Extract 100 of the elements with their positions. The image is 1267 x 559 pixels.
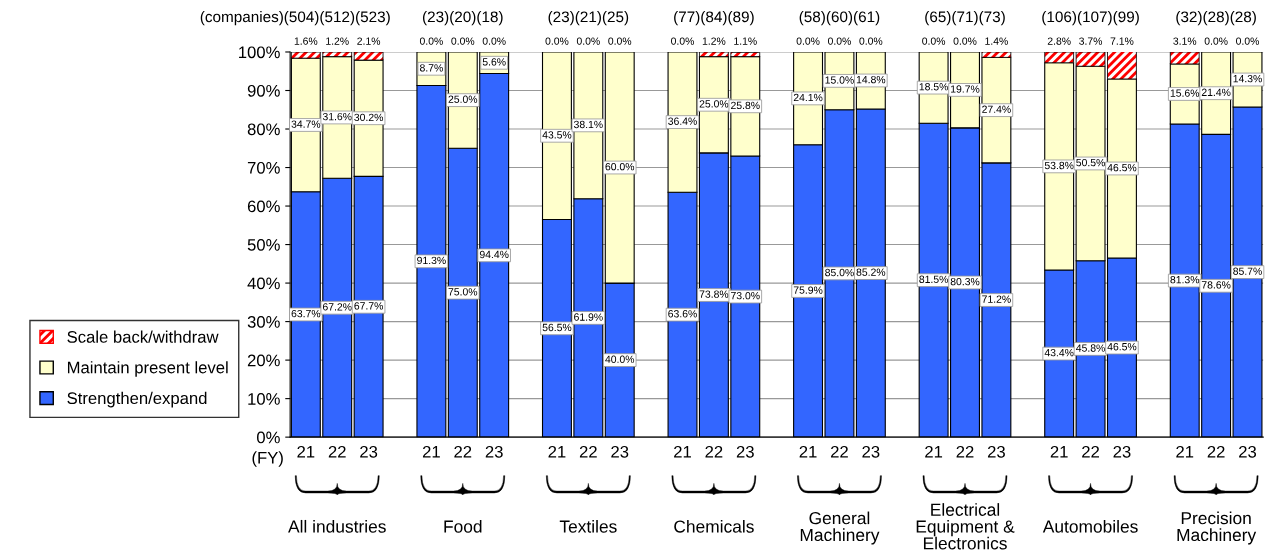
- data-label: 21.4%: [1201, 88, 1231, 96]
- data-label: 81.5%: [919, 275, 949, 283]
- data-label: 63.7%: [291, 309, 321, 318]
- data-label: 3.7%: [1079, 37, 1103, 45]
- data-label: 25.0%: [448, 95, 478, 103]
- data-label: 0.0%: [827, 37, 851, 45]
- text: Electrical Equipment & Electronics: [916, 503, 1015, 550]
- text: (32)(28)(28): [1176, 10, 1256, 26]
- data-label: 73.0%: [731, 291, 760, 300]
- data-label: 36.4%: [668, 117, 697, 125]
- data-label: 0.0%: [545, 37, 569, 45]
- text: Chemicals: [674, 519, 754, 533]
- text: (companies): [200, 10, 283, 26]
- text: (58)(60)(61): [799, 10, 880, 26]
- data-label: 5.6%: [482, 58, 506, 66]
- x-tick-label: 21: [925, 445, 943, 458]
- data-label: 1.4%: [985, 37, 1008, 45]
- x-tick-label: 21: [297, 445, 315, 458]
- data-label: 14.8%: [856, 75, 886, 84]
- text: General Machinery: [800, 511, 880, 545]
- x-tick-label: 21: [799, 445, 817, 458]
- data-label: 71.2%: [982, 295, 1011, 303]
- y-tick-label: 50%: [247, 238, 280, 251]
- text: Precision Machinery: [1177, 511, 1257, 545]
- legend-label: Strengthen/expand: [67, 391, 207, 408]
- data-label: 0.0%: [1236, 37, 1260, 45]
- data-label: 19.7%: [951, 85, 980, 93]
- x-tick-label: 23: [862, 445, 880, 458]
- data-label: 61.9%: [574, 313, 603, 321]
- data-label: 0.0%: [796, 37, 820, 45]
- data-label: 43.5%: [542, 131, 572, 139]
- data-label: 85.0%: [825, 268, 854, 277]
- data-label: 0.0%: [922, 37, 946, 45]
- data-label: 0.0%: [953, 37, 977, 45]
- text: (23)(21)(25): [548, 10, 629, 26]
- data-label: 25.8%: [731, 101, 760, 110]
- data-label: 0.0%: [671, 37, 695, 45]
- data-label: 43.4%: [1044, 348, 1074, 357]
- x-tick-label: 21: [422, 445, 440, 458]
- data-label: 31.6%: [322, 112, 352, 121]
- y-tick-label: 40%: [247, 277, 280, 290]
- data-label: 0.0%: [482, 37, 506, 45]
- data-label: 8.7%: [419, 64, 443, 72]
- data-label: 0.0%: [576, 37, 600, 45]
- x-tick-label: 21: [1050, 445, 1068, 458]
- x-tick-label: 23: [360, 445, 378, 458]
- text: (77)(84)(89): [674, 10, 754, 26]
- data-label: 60.0%: [605, 162, 635, 171]
- y-tick-label: 0%: [256, 431, 280, 444]
- text: (504)(512)(523): [284, 10, 390, 26]
- x-tick-label: 22: [579, 445, 597, 458]
- x-tick-label: 23: [736, 445, 754, 458]
- data-label: 81.3%: [1170, 275, 1200, 284]
- data-label: 85.7%: [1233, 267, 1262, 275]
- y-tick-label: 20%: [247, 354, 280, 367]
- data-label: 3.1%: [1173, 37, 1197, 45]
- data-label: 53.8%: [1044, 161, 1074, 170]
- data-label: 1.6%: [294, 37, 318, 45]
- data-label: 45.8%: [1076, 344, 1105, 352]
- x-tick-label: 22: [831, 445, 848, 458]
- x-tick-label: 23: [485, 445, 503, 458]
- data-label: 94.4%: [479, 250, 509, 259]
- data-label: 40.0%: [605, 355, 635, 363]
- data-label: 67.2%: [322, 303, 352, 311]
- data-label: 0.0%: [608, 37, 632, 45]
- text: All industries: [288, 519, 386, 533]
- data-label: 75.9%: [793, 286, 823, 294]
- x-tick-label: 23: [1113, 445, 1131, 458]
- data-label: 34.7%: [291, 120, 321, 128]
- y-tick-label: 10%: [248, 393, 280, 405]
- data-label: 46.5%: [1107, 163, 1137, 172]
- data-label: 38.1%: [573, 120, 603, 129]
- text: (106)(107)(99): [1042, 10, 1139, 26]
- data-label: 67.7%: [354, 302, 384, 310]
- data-label: 75.0%: [448, 288, 478, 296]
- text: Textiles: [559, 519, 617, 533]
- data-label: 80.3%: [950, 277, 980, 286]
- data-label: 18.5%: [919, 83, 949, 91]
- y-tick-label: 30%: [247, 315, 280, 328]
- data-label: 1.2%: [326, 37, 349, 45]
- y-tick-label: 90%: [247, 84, 280, 97]
- data-label: 24.1%: [793, 93, 823, 102]
- data-label: 30.2%: [354, 113, 384, 122]
- x-tick-label: 22: [1207, 445, 1225, 458]
- y-tick-label: 100%: [239, 46, 280, 59]
- data-label: 15.6%: [1170, 89, 1200, 97]
- x-tick-label: 21: [548, 445, 566, 458]
- x-tick-label: 23: [611, 445, 629, 458]
- data-label: 2.1%: [357, 37, 381, 45]
- y-tick-label: 80%: [247, 123, 280, 136]
- data-label: 50.5%: [1076, 158, 1105, 167]
- data-label: 2.8%: [1047, 37, 1071, 45]
- x-tick-label: 21: [1176, 445, 1194, 458]
- data-label: 7.1%: [1110, 37, 1134, 45]
- y-tick-label: 70%: [247, 161, 280, 174]
- data-label: 0.0%: [859, 37, 883, 45]
- x-tick-label: 22: [328, 445, 346, 458]
- data-label: 0.0%: [1204, 37, 1228, 45]
- data-label: 78.6%: [1201, 281, 1231, 289]
- data-label: 46.5%: [1107, 343, 1137, 351]
